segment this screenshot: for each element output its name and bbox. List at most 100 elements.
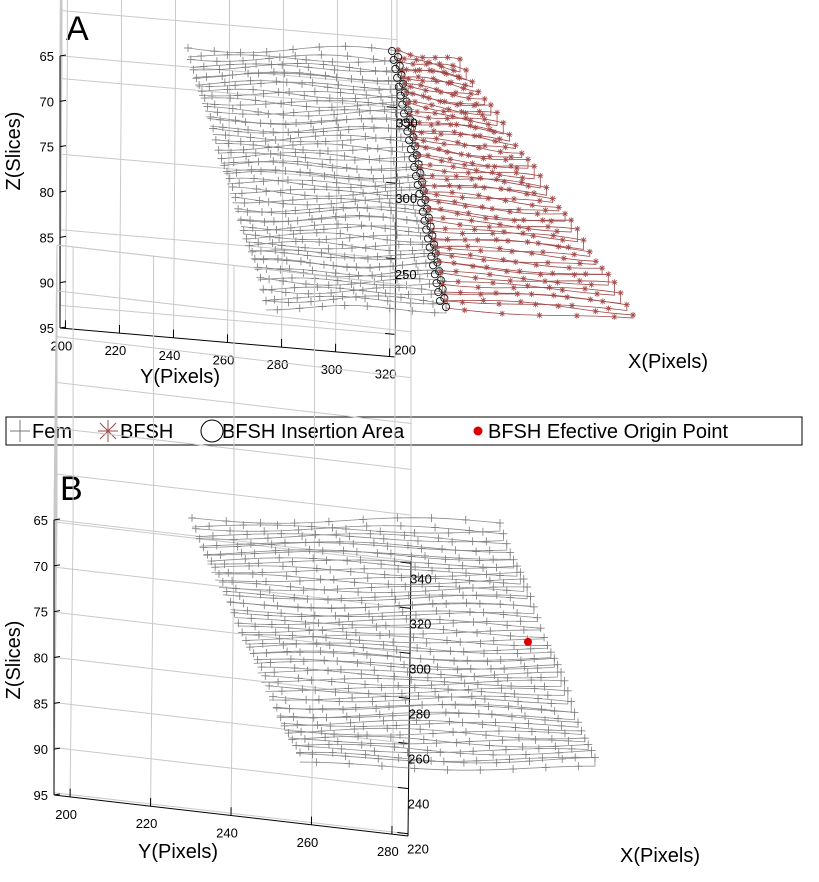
bfsh-marker	[565, 244, 572, 251]
insertion-area-circle	[414, 160, 423, 169]
fem-marker	[197, 52, 206, 61]
bfsh-marker	[423, 104, 430, 111]
fem-marker	[342, 631, 351, 640]
bfsh-marker	[582, 271, 589, 278]
panel-b-ylabel: Y(Pixels)	[138, 841, 218, 863]
fem-marker	[329, 648, 338, 657]
bfsh-marker	[592, 308, 599, 315]
fem-marker	[379, 534, 388, 543]
legend-plus-icon	[10, 420, 30, 442]
fem-marker	[291, 148, 300, 157]
fem-marker	[397, 293, 405, 302]
panel-a-z-tick-label: 65	[40, 49, 54, 64]
fem-marker	[388, 93, 396, 102]
fem-marker	[360, 564, 369, 573]
fem-marker	[452, 628, 461, 637]
fem-marker	[409, 633, 418, 642]
fem-marker	[547, 734, 556, 743]
panel-a-slice	[239, 220, 587, 251]
fem-marker	[511, 723, 520, 732]
panel-a-gridline-floor	[335, 79, 339, 352]
fem-marker	[340, 603, 349, 612]
panel-b-gridlines	[53, 244, 412, 837]
fem-marker	[229, 535, 238, 544]
fem-marker	[248, 247, 257, 256]
fem-marker	[222, 517, 231, 526]
fem-marker	[236, 101, 245, 110]
fem-marker	[394, 240, 403, 249]
fem-marker	[342, 525, 350, 533]
fem-marker	[384, 76, 393, 85]
fem-marker	[509, 764, 518, 773]
fem-marker	[498, 736, 507, 745]
panel-a-z-tick-label: 90	[40, 276, 54, 291]
bfsh-marker	[420, 93, 427, 100]
fem-marker	[394, 753, 403, 762]
panel-b-data	[188, 513, 599, 775]
fem-marker	[427, 290, 436, 299]
fem-marker	[490, 670, 499, 679]
fem-marker	[230, 608, 239, 617]
bfsh-marker	[436, 146, 443, 153]
fem-marker	[348, 694, 357, 703]
bfsh-marker	[617, 289, 624, 296]
fem-marker	[265, 681, 274, 690]
bfsh-marker	[496, 300, 503, 307]
bfsh-marker	[446, 182, 453, 189]
fem-marker	[254, 630, 263, 639]
bfsh-marker	[448, 253, 455, 260]
fem-marker	[338, 292, 347, 301]
bfsh-marker	[480, 256, 487, 263]
bfsh-contour-line	[421, 177, 547, 196]
fem-marker	[540, 633, 549, 642]
fem-marker	[429, 729, 437, 738]
bfsh-marker	[429, 172, 436, 179]
fem-marker	[514, 733, 523, 742]
fem-marker	[397, 186, 406, 195]
fem-marker	[223, 50, 232, 59]
panel-b-y-tick-label: 260	[297, 835, 319, 850]
fem-marker	[459, 647, 468, 656]
bfsh-marker	[422, 87, 429, 94]
fem-marker	[218, 578, 227, 587]
bfsh-marker	[419, 54, 426, 61]
panel-a-y-tick-label: 300	[321, 362, 343, 377]
fem-marker	[298, 180, 307, 189]
fem-marker	[393, 116, 402, 125]
bfsh-marker	[480, 297, 487, 304]
fem-marker	[371, 66, 380, 75]
fem-marker	[393, 513, 402, 522]
insertion-area-circle	[410, 163, 419, 172]
fem-marker	[534, 744, 543, 753]
bfsh-marker	[465, 95, 472, 102]
bfsh-marker	[492, 138, 499, 145]
fem-marker	[313, 139, 322, 148]
fem-marker	[310, 87, 319, 96]
panel-a-gridline-floor	[389, 84, 393, 357]
fem-marker	[307, 676, 316, 685]
fem-marker	[445, 717, 454, 726]
bfsh-marker	[468, 217, 475, 224]
bfsh-marker	[444, 236, 451, 243]
fem-marker	[237, 548, 246, 557]
fem-marker	[203, 102, 212, 111]
fem-marker	[368, 697, 377, 706]
panel-a-z-tick-label: 80	[40, 185, 54, 200]
fem-marker	[243, 530, 252, 539]
bfsh-marker	[540, 249, 547, 256]
bfsh-contour-line	[440, 272, 615, 296]
fem-marker	[262, 187, 271, 196]
fem-marker	[343, 556, 352, 565]
bfsh-marker	[476, 144, 483, 151]
insertion-area-circle	[411, 142, 420, 151]
bfsh-marker	[451, 129, 458, 136]
fem-marker	[529, 602, 538, 611]
panel-b-z-tick-label: 75	[34, 605, 48, 620]
panel-a-slice	[220, 157, 544, 190]
fem-marker	[265, 54, 274, 63]
panel-b-x-tick-label: 240	[408, 797, 430, 812]
bfsh-marker	[437, 206, 444, 213]
panel-b-x-tick	[399, 606, 411, 609]
bfsh-origin-point	[524, 637, 532, 646]
